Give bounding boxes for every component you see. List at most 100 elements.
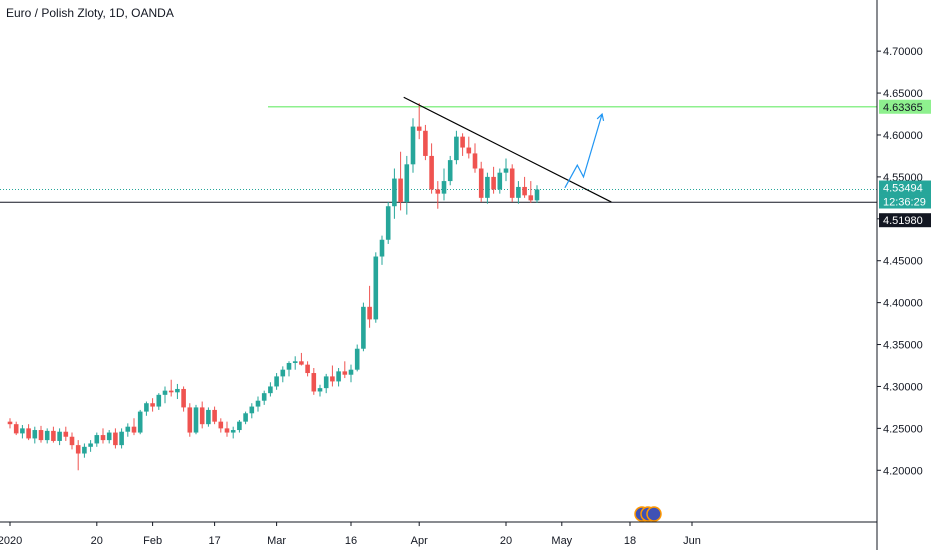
x-tick-label: 18: [624, 535, 636, 547]
candle-body: [144, 403, 149, 412]
candle-body: [32, 430, 38, 439]
candle-body: [38, 430, 44, 441]
candle-body: [435, 189, 441, 194]
candle-body: [379, 239, 385, 257]
candle-body: [243, 413, 248, 422]
x-tick-label: Feb: [143, 535, 162, 547]
event-badges: [634, 506, 662, 522]
projection-arrow: [564, 113, 603, 189]
candle-body: [392, 178, 397, 207]
candle-body: [485, 176, 490, 198]
y-tick-label: 4.35000: [883, 340, 923, 352]
candle-body: [268, 386, 273, 394]
candle-body: [472, 153, 478, 169]
candle-body: [125, 426, 131, 432]
candle-body: [13, 424, 19, 434]
candle-body: [491, 176, 496, 190]
candle-body: [212, 409, 217, 422]
candle-body: [528, 195, 534, 201]
candle-body: [280, 369, 286, 377]
x-tick-label: Apr: [411, 535, 428, 547]
current-price-tag: 4.53494: [883, 183, 923, 195]
x-tick-label: Jun: [683, 535, 701, 547]
candle-body: [51, 430, 56, 441]
candle-body: [187, 407, 193, 433]
candle-body: [162, 390, 168, 395]
candle-body: [503, 168, 509, 173]
y-tick-label: 4.40000: [883, 298, 923, 310]
candle-body: [82, 446, 87, 454]
candle-body: [237, 421, 242, 431]
x-tick-label: 16: [345, 535, 357, 547]
candle-body: [361, 306, 366, 349]
candle-body: [44, 430, 50, 441]
candle-body: [460, 136, 465, 148]
y-tick-label: 4.60000: [883, 130, 923, 142]
candle-body: [466, 147, 472, 154]
candle-body: [410, 126, 416, 165]
y-tick-label: 4.45000: [883, 256, 923, 268]
candle-body: [323, 376, 329, 389]
price-levels: [0, 106, 877, 203]
support-price-tag-bg: [879, 213, 931, 228]
candle-body: [181, 388, 186, 408]
candle-body: [20, 428, 25, 434]
candle-body: [416, 126, 422, 131]
candle-body: [193, 407, 199, 433]
x-tick-label: 20: [91, 535, 103, 547]
y-tick-label: 4.65000: [883, 88, 923, 100]
candles-group: [7, 103, 540, 471]
candle-body: [274, 376, 279, 387]
candle-body: [175, 388, 180, 393]
candle-body: [137, 411, 143, 433]
chart-title: Euro / Polish Zloty, 1D, OANDA: [6, 6, 174, 20]
y-tick-label: 4.20000: [883, 465, 923, 477]
candle-body: [534, 189, 540, 201]
candle-body: [429, 155, 434, 190]
candle-body: [119, 431, 124, 446]
candle-body: [131, 426, 137, 433]
candle-body: [516, 186, 521, 198]
candle-body: [478, 168, 484, 198]
candle-body: [373, 256, 379, 320]
candle-body: [447, 160, 453, 182]
candle-body: [255, 400, 261, 407]
candle-body: [218, 421, 224, 429]
candle-body: [261, 393, 267, 401]
candle-body: [311, 373, 317, 392]
candle-body: [385, 206, 391, 240]
candle-body: [230, 430, 236, 433]
countdown-tag-bg: [879, 194, 931, 209]
candle-body: [305, 364, 310, 374]
candle-body: [75, 445, 81, 454]
candle-body: [88, 443, 93, 447]
candle-body: [150, 403, 155, 407]
candle-body: [7, 421, 13, 425]
candle-body: [168, 390, 174, 393]
candle-body: [299, 361, 304, 365]
candle-body: [206, 409, 211, 425]
y-tick-label: 4.30000: [883, 381, 923, 393]
candle-body: [441, 181, 447, 194]
candle-body: [367, 306, 372, 320]
economic-event-icon: [646, 506, 662, 522]
candle-body: [354, 348, 360, 370]
price-tags: 4.63365 4.53494 12:36:29 4.51980: [879, 99, 931, 228]
candle-body: [348, 369, 354, 375]
resistance-price-tag-bg: [879, 99, 931, 114]
candle-body: [94, 435, 100, 444]
candle-body: [100, 435, 106, 441]
candle-body: [224, 428, 230, 433]
candle-body: [330, 376, 335, 382]
candle-body: [454, 136, 459, 161]
candle-body: [522, 186, 527, 196]
candle-body: [106, 432, 112, 441]
resistance-price-tag: 4.63365: [883, 102, 923, 114]
candle-body: [292, 361, 298, 363]
candle-body: [249, 406, 255, 414]
descending-trendline: [403, 96, 612, 203]
candle-body: [156, 394, 162, 407]
